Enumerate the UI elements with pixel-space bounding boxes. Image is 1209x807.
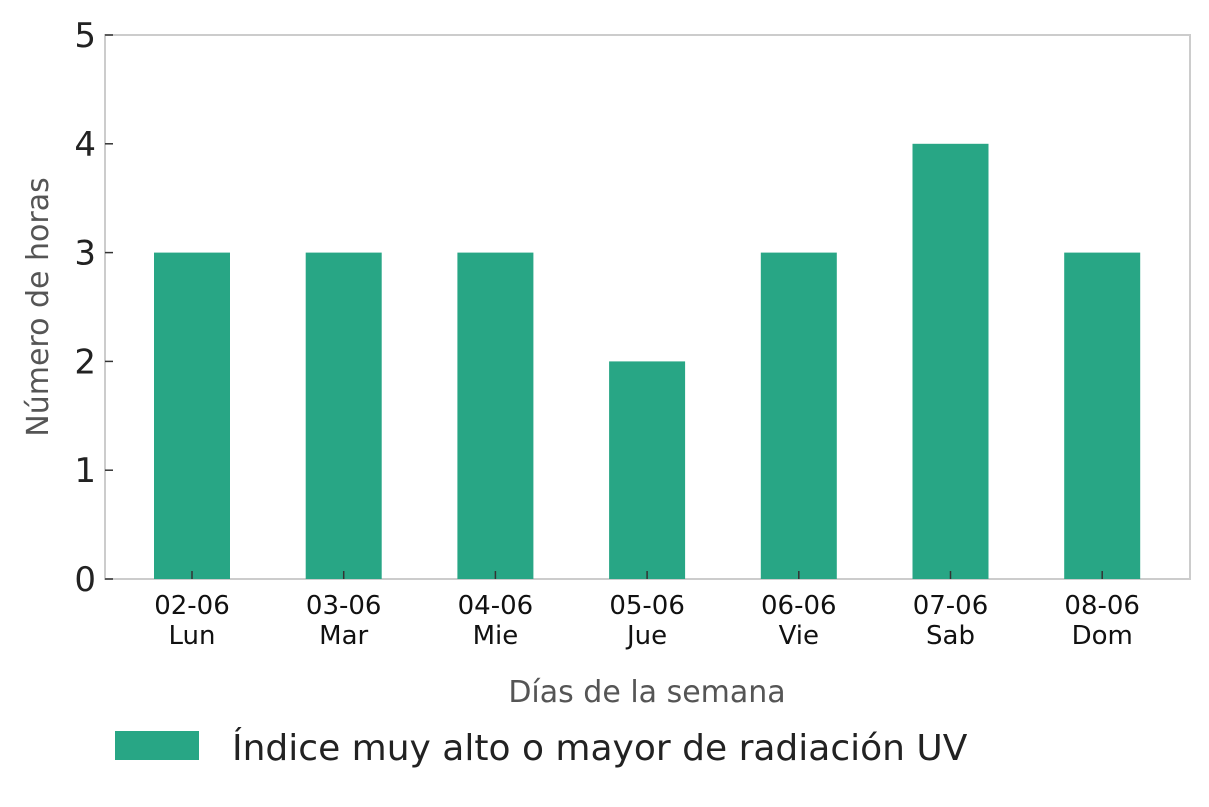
x-tick-label-date: 07-06 [913,591,989,621]
bar-07-06 [912,143,989,580]
y-tick-label: 3 [74,234,96,274]
x-axis-title: Días de la semana [508,675,785,710]
bar-06-06 [760,252,837,579]
legend: Índice muy alto o mayor de radiación UV [115,727,968,769]
bar-08-06 [1064,252,1141,579]
x-tick-label-day: Dom [1072,621,1133,651]
x-tick-label-day: Mie [473,621,519,651]
x-tick-label-day: Mar [319,621,368,651]
y-tick-label: 2 [74,342,96,382]
y-tick-label: 4 [74,125,96,165]
x-tick-label-date: 05-06 [609,591,685,621]
y-axis: 0 1 2 3 4 5 [74,16,113,600]
y-tick-label: 0 [74,560,96,600]
legend-label: Índice muy alto o mayor de radiación UV [232,727,968,769]
x-tick-label-date: 02-06 [154,591,230,621]
x-tick-label-date: 06-06 [761,591,837,621]
bars-group [154,143,1141,580]
x-tick-label-day: Lun [169,621,216,651]
x-tick-label-date: 03-06 [306,591,382,621]
legend-swatch [115,731,199,760]
bar-04-06 [457,252,534,579]
bar-03-06 [305,252,382,579]
x-tick-label-day: Vie [779,621,819,651]
x-tick-label-date: 04-06 [458,591,534,621]
x-tick-label-date: 08-06 [1064,591,1140,621]
bar-05-06 [609,361,686,579]
y-tick-label: 1 [74,451,96,491]
y-axis-title: Número de horas [21,177,56,436]
x-tick-label-day: Jue [625,621,667,651]
y-tick-label: 5 [74,16,96,56]
bar-02-06 [154,252,230,579]
x-tick-label-day: Sab [926,621,975,651]
